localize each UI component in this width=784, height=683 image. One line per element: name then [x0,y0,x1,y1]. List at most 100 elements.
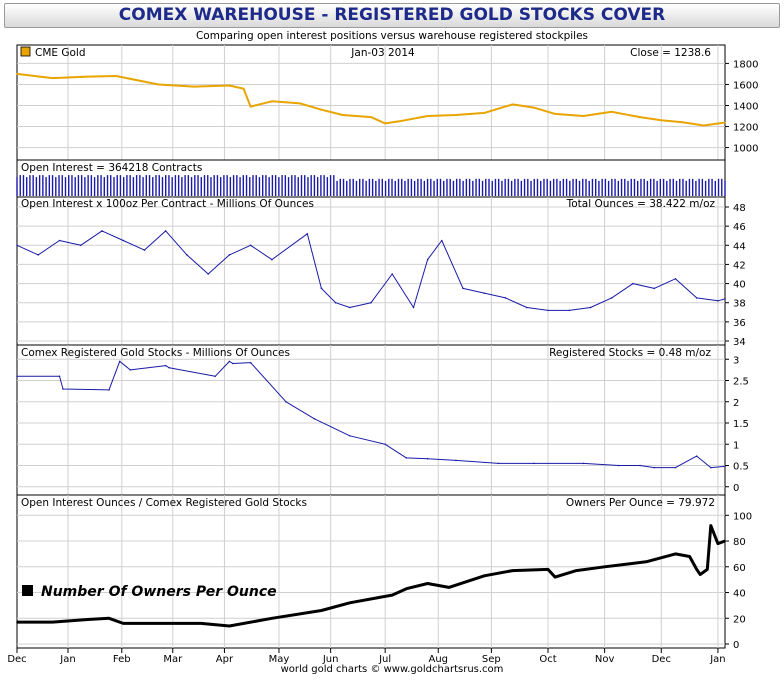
open-interest-ounces-point-24 [504,297,507,299]
gold-ytick-label-3: 1600 [733,80,758,91]
open-interest-ounces-point-12 [271,258,273,261]
gold-legend-swatch [20,46,31,57]
registered-stocks-point-22 [618,464,620,467]
owners-per-ounce-panel-frame [16,494,726,649]
gold-legend-label: CME Gold [35,47,86,59]
owners-per-ounce-point-11 [391,594,394,596]
x-tick-label-5: May [269,654,290,665]
open-interest-ounces-point-4 [101,230,103,232]
owners-per-ounce-point-4 [122,622,124,625]
owners-per-ounce-ytick-label-1: 20 [733,614,746,625]
owners-per-ounce-point-25 [695,568,698,571]
registered-stocks-point-17 [426,457,429,460]
gold-point-7 [242,87,245,90]
gold-point-15 [398,120,401,123]
registered-stocks-ytick-label-5: 2.5 [733,377,749,388]
gold-point-14 [384,122,386,125]
registered-stocks-point-8 [214,375,217,378]
registered-stocks-point-28 [724,465,726,468]
gold-point-21 [554,113,556,115]
owners-per-ounce-point-16 [511,569,514,572]
gold-ytick-label-0: 1000 [733,144,758,155]
x-tick-label-7: Jul [378,654,391,665]
registered-stocks-point-25 [674,466,677,469]
registered-stocks-point-6 [164,364,167,367]
owners-per-ounce-value-label: Owners Per Ounce = 79.972 [566,497,715,509]
open-interest-ounces-point-22 [462,287,464,290]
gold-ytick-label-1: 1200 [733,123,758,134]
registered-stocks-point-19 [497,462,500,465]
owners-legend-label: Number Of Owners Per Ounce [41,584,277,600]
x-tick-label-13: Jan [709,654,725,665]
open-interest-ounces-point-7 [164,230,167,232]
chart-footer: world gold charts © www.goldchartsrus.co… [280,664,504,675]
gold-point-23 [610,111,613,113]
registered-stocks-label: Comex Registered Gold Stocks - Millions … [21,347,290,359]
open-interest-ounces-point-21 [441,239,443,242]
registered-stocks-point-7 [168,366,171,369]
x-tick-label-4: Apr [216,654,234,665]
open-interest-contracts-panel-frame [16,159,726,198]
open-interest-ounces-ytick-label-6: 46 [733,222,746,233]
registered-stocks-point-26 [695,455,698,457]
open-interest-ounces-series-line [16,230,726,311]
open-interest-ounces-point-8 [186,254,188,256]
open-interest-ounces-point-26 [547,309,549,312]
owners-per-ounce-point-15 [483,574,486,577]
gold-point-12 [341,114,344,116]
open-interest-ounces-point-9 [207,273,209,275]
gold-point-18 [483,112,486,114]
open-interest-ounces-point-33 [695,297,698,299]
owners-per-ounce-ytick-label-0: 0 [733,640,739,651]
owners-per-ounce-point-30 [724,540,726,542]
owners-per-ounce-point-21 [625,563,627,566]
registered-stocks-point-14 [348,434,351,437]
owners-per-ounce-point-28 [710,524,712,527]
owners-per-ounce-ytick-label-3: 60 [733,563,746,574]
owners-per-ounce-point-2 [87,618,89,621]
gold-point-1 [51,77,54,79]
owners-per-ounce-point-20 [603,565,606,568]
registered-stocks-ytick-label-2: 1 [733,440,739,451]
x-tick-label-3: Mar [163,654,183,665]
total-ounces-label: Total Ounces = 38.422 m/oz [566,198,716,210]
open-interest-ounces-point-1 [37,254,40,256]
open-interest-ounces-point-20 [426,258,429,261]
registered-stocks-point-1 [58,375,61,378]
open-interest-ounces-ytick-label-4: 42 [733,260,746,271]
owners-per-ounce-point-23 [674,553,677,555]
gold-point-9 [271,100,273,103]
open-interest-ounces-ytick-label-3: 40 [733,280,746,291]
owners-legend-swatch [22,585,33,596]
x-tick-label-12: Dec [652,654,671,665]
x-tick-label-9: Sep [482,654,501,665]
owners-per-ounce-point-7 [228,625,231,627]
owners-per-ounce-point-29 [717,542,719,545]
registered-stocks-point-24 [653,466,655,469]
owners-per-ounce-point-26 [699,573,702,576]
x-tick-label-1: Jan [59,654,75,665]
gold-point-3 [115,75,117,77]
registered-stocks-point-21 [582,462,585,465]
gold-point-13 [370,116,372,118]
gold-point-2 [87,75,89,78]
registered-stocks-point-2 [62,388,64,390]
gold-point-17 [455,114,457,116]
gold-point-0 [16,73,18,75]
gold-point-6 [228,84,231,87]
open-interest-ounces-point-11 [249,244,252,247]
registered-stocks-point-23 [639,464,641,467]
gold-point-20 [533,106,535,109]
open-interest-ounces-panel-frame [16,196,726,346]
open-interest-ounces-point-14 [320,287,323,290]
gold-point-26 [681,121,684,124]
owners-per-ounce-point-24 [688,555,691,558]
owners-per-ounce-point-9 [320,609,323,612]
x-tick-label-11: Nov [595,654,615,665]
owners-per-ounce-ytick-label-5: 100 [733,511,752,522]
owners-per-ounce-point-10 [348,602,351,604]
owners-per-ounce-point-19 [575,569,578,572]
registered-stocks-point-13 [313,417,316,420]
